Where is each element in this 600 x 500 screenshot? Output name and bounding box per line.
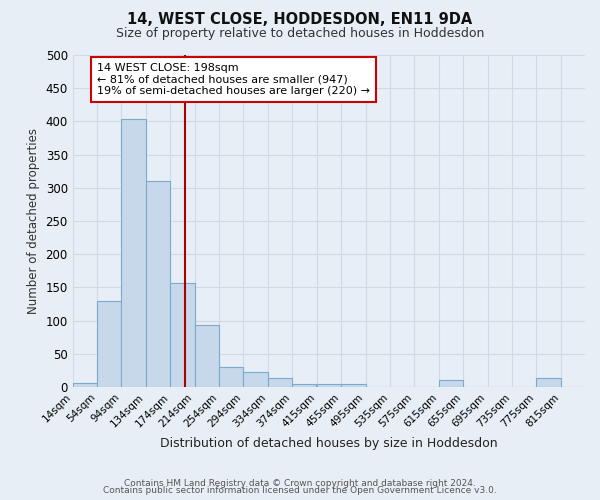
Text: Contains HM Land Registry data © Crown copyright and database right 2024.: Contains HM Land Registry data © Crown c… bbox=[124, 478, 476, 488]
Bar bbox=[439, 380, 463, 387]
Bar bbox=[170, 282, 194, 387]
Bar bbox=[194, 325, 219, 387]
Bar bbox=[219, 367, 243, 387]
Y-axis label: Number of detached properties: Number of detached properties bbox=[27, 128, 40, 314]
Bar bbox=[268, 378, 292, 387]
Text: Contains public sector information licensed under the Open Government Licence v3: Contains public sector information licen… bbox=[103, 486, 497, 495]
Bar bbox=[243, 372, 268, 387]
Text: Size of property relative to detached houses in Hoddesdon: Size of property relative to detached ho… bbox=[116, 28, 484, 40]
Bar bbox=[292, 384, 316, 387]
Bar bbox=[341, 384, 365, 387]
Bar bbox=[97, 300, 121, 387]
Bar bbox=[146, 181, 170, 387]
Bar bbox=[317, 384, 341, 387]
Bar bbox=[536, 378, 560, 387]
X-axis label: Distribution of detached houses by size in Hoddesdon: Distribution of detached houses by size … bbox=[160, 437, 497, 450]
Bar bbox=[73, 383, 97, 387]
Text: 14 WEST CLOSE: 198sqm
← 81% of detached houses are smaller (947)
19% of semi-det: 14 WEST CLOSE: 198sqm ← 81% of detached … bbox=[97, 63, 370, 96]
Text: 14, WEST CLOSE, HODDESDON, EN11 9DA: 14, WEST CLOSE, HODDESDON, EN11 9DA bbox=[127, 12, 473, 28]
Bar bbox=[121, 120, 146, 387]
